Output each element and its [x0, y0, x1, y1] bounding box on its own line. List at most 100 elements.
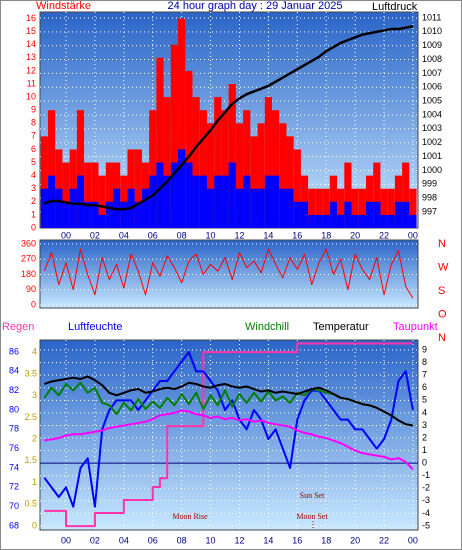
wind-bar [199, 175, 207, 228]
y-tick-label: 0 [422, 458, 427, 468]
wind-bar [394, 201, 403, 228]
wind-bar [329, 201, 338, 228]
x-tick-label: 04 [119, 230, 129, 240]
wind-bar [163, 175, 171, 228]
y-tick-label: 9 [31, 105, 36, 115]
wind-bar [156, 162, 164, 228]
y-tick-label: 0 [31, 222, 36, 232]
y2-tick-label: 1000 [422, 165, 442, 175]
wind-bar [380, 188, 388, 228]
wind-bar [40, 136, 48, 228]
wind-bar [387, 188, 395, 228]
wind-bar [373, 162, 381, 228]
y2-tick-label: 1011 [422, 12, 441, 22]
x-tick-label: 00 [408, 230, 418, 240]
wind-bar [55, 149, 63, 228]
y-tick-label: -4 [422, 508, 430, 518]
x-tick-label: 06 [148, 535, 158, 545]
plot-background [39, 239, 419, 309]
y2-tick-label: 1007 [422, 68, 442, 78]
wind-bar [344, 162, 352, 228]
y-tick-label: 1 [422, 445, 427, 455]
x-tick-label: 14 [263, 535, 273, 545]
wind-bar [98, 214, 106, 228]
wind-bar [380, 214, 388, 228]
y3-tick-label: 1 [32, 477, 37, 487]
y3-tick-label: 0 [32, 520, 37, 530]
legend-label: Taupunkt [393, 321, 438, 333]
wind-bar [264, 175, 272, 228]
annotation: Sun Set [300, 491, 325, 500]
pressure-label: Luftdruck [372, 1, 418, 13]
y-tick-label: 360 [21, 238, 36, 248]
wind-bar [84, 201, 92, 228]
compass-label: O [438, 308, 447, 320]
wind-bar [149, 110, 157, 228]
wind-bar [170, 162, 179, 228]
y2-tick-label: 74 [9, 462, 19, 472]
wind-bar [257, 123, 265, 228]
y3-tick-label: 3 [32, 390, 37, 400]
wind-bar [84, 162, 92, 228]
y-tick-label: 5 [422, 395, 427, 405]
wind-bar [105, 201, 113, 228]
x-tick-label: 04 [119, 535, 129, 545]
y2-tick-label: 998 [422, 193, 437, 203]
wind-bar [257, 188, 265, 228]
wind-bar [235, 188, 244, 228]
wind-bar [293, 201, 301, 228]
x-tick-label: 12 [234, 535, 244, 545]
x-tick-label: 02 [90, 535, 100, 545]
compass-label: S [438, 285, 445, 297]
y-tick-label: 15 [26, 26, 36, 36]
wind-bar [69, 188, 77, 228]
x-tick-label: 00 [408, 535, 418, 545]
y-tick-label: 3 [31, 183, 36, 193]
annotation: Moon Set [296, 512, 328, 521]
y2-tick-label: 997 [422, 206, 437, 216]
y2-tick-label: 84 [9, 366, 19, 376]
wind-bar [264, 97, 272, 228]
wind-bar [235, 123, 244, 228]
wind-bar [293, 149, 301, 228]
wind-bar [228, 162, 236, 228]
y-tick-label: 8 [422, 357, 427, 367]
wind-bar [185, 70, 193, 228]
y3-tick-label: 2.5 [24, 412, 37, 422]
wind-bar [409, 188, 417, 228]
plot-background [39, 339, 419, 531]
wind-bar [322, 188, 330, 228]
y2-tick-label: 1002 [422, 137, 442, 147]
wind-bar [214, 97, 222, 228]
x-tick-label: 22 [379, 535, 389, 545]
wind-bar [134, 201, 142, 228]
y3-tick-label: 3.5 [24, 368, 37, 378]
wind-bar [163, 97, 171, 228]
x-tick-label: 18 [321, 230, 331, 240]
wind-bar [286, 188, 294, 228]
y-tick-label: 1 [31, 209, 36, 219]
legend-label: Windchill [245, 321, 289, 333]
y-tick-label: 8 [31, 118, 36, 128]
y2-tick-label: 68 [9, 520, 19, 530]
x-tick-label: 10 [206, 230, 216, 240]
y2-tick-label: 1003 [422, 123, 442, 133]
y-tick-label: 13 [26, 52, 36, 62]
wind-bar [192, 175, 200, 228]
wind-bar [192, 97, 200, 228]
series-line [43, 350, 414, 508]
wind-bar [344, 201, 352, 228]
x-tick-label: 08 [177, 535, 187, 545]
wind-bar [40, 188, 48, 228]
legend-label: Regen [2, 321, 34, 333]
y2-tick-label: 82 [9, 385, 19, 395]
wind-bar [149, 175, 157, 228]
y-tick-label: 10 [26, 91, 36, 101]
y2-tick-label: 86 [9, 346, 19, 356]
x-tick-label: 06 [148, 230, 158, 240]
wind-bar [272, 110, 280, 228]
y2-tick-label: 78 [9, 424, 19, 434]
wind-bar [243, 175, 251, 228]
y3-tick-label: 1.5 [24, 455, 37, 465]
